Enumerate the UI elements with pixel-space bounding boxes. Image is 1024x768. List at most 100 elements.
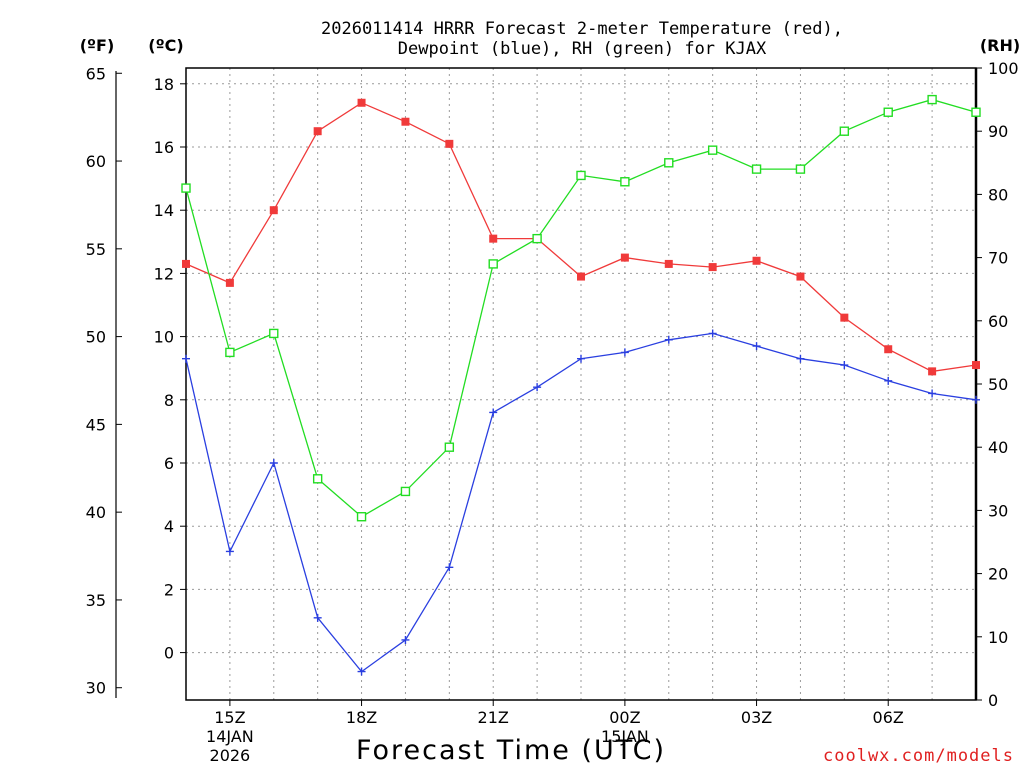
- dewpoint-point: [928, 389, 937, 398]
- celsius-tick-label: 12: [154, 264, 174, 283]
- temperature-point: [577, 272, 585, 281]
- rh-point: [707, 145, 718, 155]
- celsius-tick-label: 6: [164, 454, 174, 473]
- x-tick-date-label: 15JAN: [601, 727, 649, 746]
- temperature-point: [620, 253, 629, 262]
- rh-point: [971, 107, 981, 117]
- dewpoint-point: [489, 408, 498, 417]
- rh-point: [795, 164, 806, 174]
- x-tick-date-label: 14JAN: [206, 727, 254, 746]
- fahrenheit-tick-label: 60: [86, 152, 106, 171]
- rh-tick-label: 80: [988, 185, 1008, 204]
- rh-point: [620, 177, 630, 187]
- rh-point: [312, 474, 323, 484]
- dewpoint-point: [752, 342, 761, 351]
- rh-tick-label: 20: [988, 565, 1008, 584]
- rh-tick-label: 70: [988, 249, 1008, 268]
- celsius-tick-label: 4: [164, 517, 174, 536]
- x-tick-label: 18Z: [346, 708, 377, 727]
- axes: 0 2 4 6 8 10 12 14 16 18 30 35 40 45 50 55 60 65 0 10 20 30 40…: [86, 59, 1019, 765]
- temperature-point: [928, 367, 937, 376]
- x-tick-year-label: 2026: [210, 746, 251, 765]
- gridlines: [186, 68, 976, 700]
- rh-point: [488, 259, 498, 269]
- plot-frame: [185, 67, 977, 701]
- temperature-point: [708, 263, 717, 272]
- dewpoint-point: [884, 376, 893, 385]
- temperature-point: [489, 234, 498, 243]
- temperature-point: [752, 256, 761, 265]
- rh-point: [400, 486, 411, 497]
- dewpoint-point: [313, 613, 322, 622]
- rh-tick-label: 60: [988, 312, 1008, 331]
- fahrenheit-unit-label: (ºF): [80, 36, 115, 55]
- temperature-point: [445, 139, 454, 148]
- rh-point: [751, 164, 762, 174]
- temperature-point: [884, 345, 893, 354]
- celsius-tick-label: 16: [154, 138, 174, 157]
- rh-point: [444, 442, 455, 452]
- x-axis-label: Forecast Time (UTC): [356, 735, 666, 766]
- rh-point: [356, 512, 367, 522]
- x-tick-label: 00Z: [609, 708, 640, 727]
- temperature-point: [225, 278, 234, 287]
- rh-tick-label: 50: [988, 375, 1008, 394]
- temperature-point: [269, 206, 278, 215]
- rh-point: [532, 233, 542, 244]
- celsius-tick-label: 14: [154, 201, 174, 220]
- dewpoint-point: [401, 635, 410, 644]
- celsius-tick-label: 10: [154, 328, 174, 347]
- rh-tick-label: 40: [988, 438, 1008, 457]
- rh-point: [181, 183, 191, 193]
- temperature-point: [972, 361, 980, 370]
- rh-tick-label: 0: [988, 691, 998, 710]
- temperature-point: [401, 117, 410, 126]
- chart-title-line1: 2026011414 HRRR Forecast 2-meter Tempera…: [321, 19, 843, 39]
- rh-point: [576, 170, 586, 181]
- rh-point: [883, 107, 893, 117]
- rh-point: [927, 94, 937, 105]
- celsius-unit-label: (ºC): [148, 36, 183, 55]
- dewpoint-point: [225, 547, 234, 556]
- x-tick-label: 21Z: [478, 708, 509, 727]
- dewpoint-point: [664, 335, 673, 344]
- dewpoint-point: [533, 383, 542, 392]
- celsius-tick-label: 8: [164, 391, 174, 410]
- rh-tick-label: 10: [988, 628, 1008, 647]
- chart-title-line2: Dewpoint (blue), RH (green) for KJAX: [398, 39, 767, 59]
- series: [181, 94, 981, 676]
- dewpoint-point: [577, 354, 585, 363]
- temperature-point: [182, 259, 190, 268]
- dewpoint-point: [269, 459, 278, 467]
- temperature-point: [313, 127, 322, 136]
- dewpoint-point: [796, 354, 805, 363]
- dewpoint-point: [620, 348, 629, 357]
- x-tick-label: 06Z: [873, 708, 904, 727]
- rh-tick-label: 100: [988, 59, 1019, 78]
- temperature-point: [357, 98, 366, 107]
- celsius-tick-label: 2: [164, 580, 174, 599]
- celsius-tick-label: 0: [164, 644, 174, 663]
- fahrenheit-tick-label: 40: [86, 503, 106, 522]
- dewpoint-point: [182, 354, 190, 363]
- rh-point: [269, 328, 279, 339]
- dewpoint-point: [972, 395, 980, 404]
- rh-tick-label: 90: [988, 122, 1008, 141]
- dewpoint-point: [445, 563, 454, 572]
- fahrenheit-tick-label: 55: [86, 240, 106, 259]
- temperature-point: [664, 259, 673, 268]
- rh-point: [839, 126, 850, 136]
- rh-tick-label: 30: [988, 501, 1008, 520]
- x-tick-label: 03Z: [741, 708, 772, 727]
- rh-unit-label: (RH): [980, 36, 1020, 55]
- dewpoint-point: [357, 667, 366, 676]
- fahrenheit-tick-label: 45: [86, 415, 106, 434]
- dewpoint-point: [708, 329, 717, 338]
- celsius-tick-label: 18: [154, 75, 174, 94]
- watermark: coolwx.com/models: [823, 746, 1014, 766]
- fahrenheit-tick-label: 35: [86, 591, 106, 610]
- dewpoint-point: [840, 361, 849, 370]
- fahrenheit-tick-label: 65: [86, 64, 106, 83]
- fahrenheit-tick-label: 50: [86, 328, 106, 347]
